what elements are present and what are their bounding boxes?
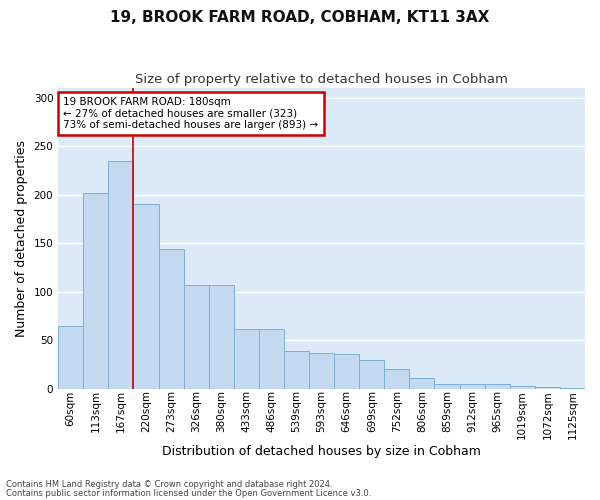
Y-axis label: Number of detached properties: Number of detached properties <box>15 140 28 337</box>
Bar <box>409 378 434 389</box>
Bar <box>209 285 234 389</box>
Bar <box>560 388 585 389</box>
Bar <box>284 351 309 389</box>
Bar <box>309 353 334 389</box>
Text: Contains HM Land Registry data © Crown copyright and database right 2024.: Contains HM Land Registry data © Crown c… <box>6 480 332 489</box>
Bar <box>109 161 133 389</box>
Bar <box>83 193 109 389</box>
X-axis label: Distribution of detached houses by size in Cobham: Distribution of detached houses by size … <box>162 444 481 458</box>
Text: 19, BROOK FARM ROAD, COBHAM, KT11 3AX: 19, BROOK FARM ROAD, COBHAM, KT11 3AX <box>110 10 490 25</box>
Title: Size of property relative to detached houses in Cobham: Size of property relative to detached ho… <box>135 72 508 86</box>
Text: 19 BROOK FARM ROAD: 180sqm
← 27% of detached houses are smaller (323)
73% of sem: 19 BROOK FARM ROAD: 180sqm ← 27% of deta… <box>64 97 319 130</box>
Bar <box>58 326 83 389</box>
Text: Contains public sector information licensed under the Open Government Licence v3: Contains public sector information licen… <box>6 488 371 498</box>
Bar <box>359 360 385 389</box>
Bar <box>510 386 535 389</box>
Bar <box>184 285 209 389</box>
Bar <box>259 328 284 389</box>
Bar <box>460 384 485 389</box>
Bar <box>334 354 359 389</box>
Bar <box>535 387 560 389</box>
Bar <box>434 384 460 389</box>
Bar <box>385 370 409 389</box>
Bar <box>133 204 158 389</box>
Bar <box>485 384 510 389</box>
Bar <box>158 249 184 389</box>
Bar <box>234 328 259 389</box>
